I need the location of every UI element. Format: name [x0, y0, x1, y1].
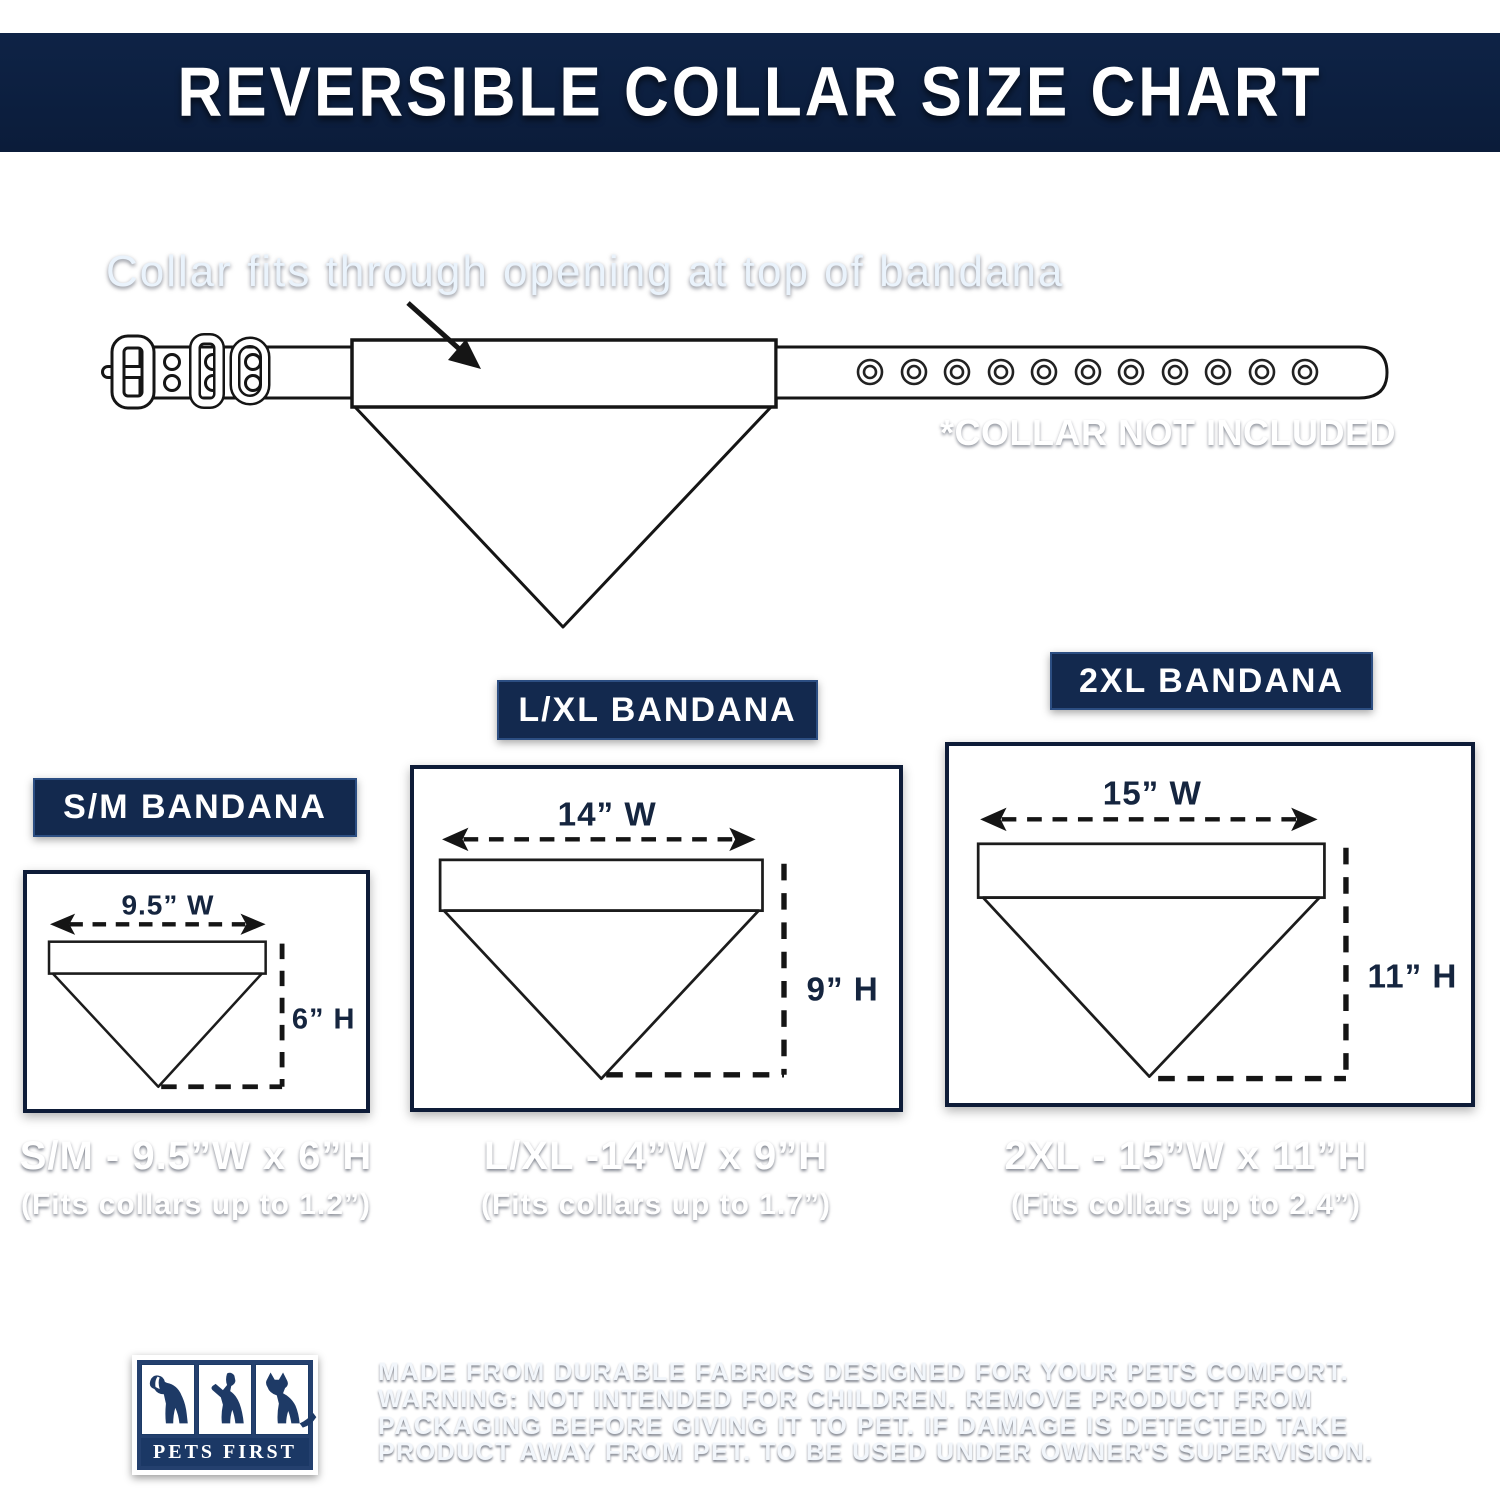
2xl-height-dimension: 11” H	[1368, 959, 1458, 996]
2xl-caption: 2XL - 15”W x 11”H	[976, 1134, 1396, 1179]
2xl-width-arrow	[980, 807, 1318, 832]
size-label-lxl: L/XL BANDANA	[497, 680, 818, 740]
size-panel-lxl: 14” W 9” H	[410, 765, 903, 1112]
2xl-caption-fits: (Fits collars up to 2.4”)	[1010, 1188, 1362, 1221]
size-label-2xl-text: 2XL BANDANA	[1078, 661, 1345, 700]
2xl-bandana-triangle	[981, 896, 1321, 1078]
size-diagram-sm: 9.5” W 6” H	[47, 890, 356, 1090]
opening-pointer-arrow	[406, 301, 481, 369]
dog-silhouette-middle-icon	[198, 1364, 252, 1435]
title-band: REVERSIBLE COLLAR SIZE CHART	[0, 33, 1500, 152]
size-panel-sm: 9.5” W 6” H	[23, 870, 370, 1113]
collar-not-included-note: *COLLAR NOT INCLUDED	[940, 412, 1396, 453]
collar-d-ring	[229, 336, 271, 406]
dog-silhouette-right-icon	[255, 1364, 317, 1435]
2xl-caption-size: 2XL - 15”W x 11”H	[1004, 1134, 1368, 1178]
size-label-sm: S/M BANDANA	[33, 778, 357, 837]
sm-caption-fits: (Fits collars up to 1.2”)	[20, 1188, 372, 1221]
collar-keeper	[189, 333, 225, 409]
pets-first-logo: PETS FIRST	[132, 1355, 318, 1475]
collar-illustration	[101, 301, 1389, 629]
bandana-sleeve	[350, 338, 778, 409]
warning-line: MADE FROM DURABLE FABRICS DESIGNED FOR Y…	[378, 1358, 1350, 1386]
lxl-height-dimension: 9” H	[807, 972, 879, 1009]
lxl-caption-fits: (Fits collars up to 1.7”)	[480, 1188, 832, 1221]
warning-text-block: MADE FROM DURABLE FABRICS DESIGNED FOR Y…	[378, 1358, 1436, 1467]
warning-line: WARNING: NOT INTENDED FOR CHILDREN. REMO…	[378, 1384, 1314, 1413]
sm-width-dimension: 9.5” W	[121, 890, 214, 921]
lxl-bandana-band	[438, 858, 764, 913]
collar-heading: Collar fits through opening at top of ba…	[106, 247, 1065, 296]
bandana-triangle	[353, 405, 773, 629]
logo-dog-panels	[141, 1364, 317, 1435]
size-diagram-lxl: 14” W 9” H	[438, 797, 879, 1081]
sm-width-arrow	[49, 913, 266, 935]
size-label-2xl: 2XL BANDANA	[1050, 652, 1373, 710]
size-panel-2xl: 15” W 11” H	[945, 742, 1475, 1107]
lxl-caption: L/XL -14”W x 9”H	[446, 1134, 866, 1179]
2xl-width-dimension: 15” W	[1103, 776, 1202, 813]
size-label-lxl-text: L/XL BANDANA	[518, 690, 797, 729]
sm-caption-size: S/M - 9.5”W x 6”H	[19, 1134, 373, 1178]
page-title: REVERSIBLE COLLAR SIZE CHART	[177, 53, 1323, 132]
warning-line: PRODUCT AWAY FROM PET. TO BE USED UNDER …	[378, 1438, 1374, 1467]
size-label-sm-text: S/M BANDANA	[63, 788, 327, 826]
logo-brand-band: PETS FIRST	[141, 1438, 309, 1466]
lxl-caption-size: L/XL -14”W x 9”H	[483, 1134, 829, 1178]
size-diagram-2xl: 15” W 11” H	[976, 776, 1458, 1082]
collar-buckle	[101, 334, 156, 410]
warning-line: PACKAGING BEFORE GIVING IT TO PET. IF DA…	[378, 1411, 1349, 1440]
lxl-width-dimension: 14” W	[558, 797, 657, 834]
lxl-width-arrow	[442, 827, 756, 852]
sm-bandana-triangle	[51, 972, 264, 1089]
lxl-bandana-triangle	[442, 909, 760, 1081]
dog-silhouette-left-icon	[141, 1364, 195, 1435]
sm-caption: S/M - 9.5”W x 6”H	[0, 1134, 406, 1179]
collar-eyelets	[856, 358, 1319, 386]
logo-brand-text: PETS FIRST	[153, 1440, 297, 1463]
2xl-bandana-band	[976, 842, 1326, 899]
sm-bandana-band	[47, 940, 267, 975]
sm-height-dimension: 6” H	[292, 1004, 356, 1036]
